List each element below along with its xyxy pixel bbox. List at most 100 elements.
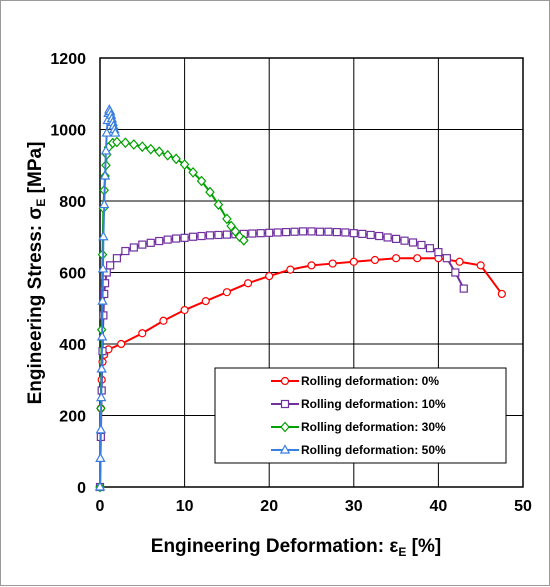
legend-marker bbox=[280, 376, 290, 386]
legend-label: Rolling deformation: 30% bbox=[301, 420, 446, 434]
legend-marker bbox=[280, 399, 290, 409]
data-point bbox=[146, 238, 155, 247]
data-point bbox=[137, 141, 148, 153]
data-point bbox=[455, 257, 464, 266]
data-point bbox=[98, 231, 109, 241]
x-axis-title-sub: E bbox=[398, 545, 406, 559]
y-tick-label: 600 bbox=[59, 266, 86, 283]
data-point bbox=[434, 248, 443, 257]
data-point bbox=[222, 230, 231, 239]
x-axis-title: Engineering Deformation: εE [%] bbox=[151, 536, 441, 559]
data-point bbox=[222, 288, 231, 297]
legend-marker bbox=[280, 421, 290, 433]
data-point bbox=[286, 265, 295, 274]
data-point bbox=[188, 232, 198, 241]
x-tick-label: 20 bbox=[260, 498, 278, 515]
legend: Rolling deformation: 0% Rolling deformati… bbox=[214, 367, 507, 464]
data-point bbox=[100, 145, 112, 155]
data-point bbox=[273, 228, 282, 237]
data-point bbox=[324, 227, 333, 236]
y-axis-title-main: Engineering Stress: σ bbox=[25, 207, 46, 405]
data-point bbox=[99, 198, 110, 209]
axis-ticks: 0 10 20 30 40 50 0 200 400 600 800 1000 1200 bbox=[50, 51, 532, 515]
data-point bbox=[129, 139, 139, 150]
x-tick-label: 30 bbox=[345, 498, 363, 515]
data-point bbox=[358, 229, 367, 238]
data-point bbox=[96, 331, 108, 341]
data-point bbox=[145, 143, 156, 155]
data-point bbox=[100, 289, 109, 299]
data-point bbox=[459, 284, 468, 293]
data-point bbox=[205, 231, 215, 240]
x-tick-label: 50 bbox=[514, 498, 532, 515]
data-point bbox=[425, 244, 435, 253]
data-point bbox=[417, 240, 426, 250]
data-point bbox=[94, 481, 106, 491]
data-point bbox=[138, 329, 147, 338]
data-point bbox=[179, 159, 190, 170]
data-point bbox=[129, 243, 138, 252]
data-point bbox=[180, 305, 189, 315]
data-point bbox=[442, 254, 451, 263]
data-point bbox=[400, 236, 409, 245]
data-point bbox=[256, 229, 265, 238]
data-point bbox=[290, 227, 299, 236]
data-point bbox=[328, 259, 337, 268]
data-point bbox=[172, 234, 181, 243]
data-point bbox=[97, 295, 108, 305]
data-point bbox=[188, 166, 198, 178]
x-tick-label: 0 bbox=[96, 498, 105, 515]
data-point bbox=[196, 175, 207, 187]
data-point bbox=[370, 255, 380, 265]
data-point bbox=[138, 240, 147, 249]
data-point bbox=[298, 227, 308, 236]
data-point bbox=[392, 234, 401, 243]
data-point bbox=[282, 228, 291, 237]
data-point bbox=[392, 254, 401, 263]
legend-item: Rolling deformation: 10% bbox=[271, 397, 446, 411]
data-point bbox=[213, 199, 224, 210]
y-tick-label: 1200 bbox=[50, 51, 86, 68]
data-point bbox=[332, 228, 341, 237]
data-point bbox=[451, 268, 460, 277]
legend-item: Rolling deformation: 50% bbox=[271, 443, 446, 457]
data-point bbox=[180, 233, 189, 242]
data-point bbox=[230, 225, 241, 237]
series-3 bbox=[94, 104, 121, 491]
data-point bbox=[307, 227, 316, 236]
data-point bbox=[375, 231, 384, 241]
data-point bbox=[226, 220, 236, 232]
data-point bbox=[201, 297, 210, 306]
data-point bbox=[110, 127, 121, 137]
data-point bbox=[408, 238, 418, 247]
data-point bbox=[366, 230, 375, 240]
data-point bbox=[497, 289, 506, 299]
data-point bbox=[155, 236, 164, 246]
x-tick-label: 10 bbox=[176, 498, 194, 515]
data-point bbox=[159, 316, 168, 325]
data-point bbox=[239, 234, 249, 246]
legend-box bbox=[214, 367, 507, 464]
y-axis-title-sub: E bbox=[34, 199, 48, 207]
data-point bbox=[121, 246, 130, 256]
data-point bbox=[162, 149, 173, 161]
data-point bbox=[120, 137, 131, 149]
legend-item: Rolling deformation: 0% bbox=[271, 374, 439, 388]
data-point bbox=[171, 153, 181, 165]
series-1 bbox=[95, 227, 468, 492]
x-tick-label: 40 bbox=[430, 498, 448, 515]
y-tick-label: 1000 bbox=[50, 123, 86, 140]
series-layer bbox=[94, 104, 506, 493]
data-point bbox=[96, 363, 107, 373]
legend-label: Rolling deformation: 10% bbox=[301, 397, 446, 411]
data-point bbox=[349, 229, 358, 238]
data-point bbox=[205, 186, 215, 198]
data-point bbox=[341, 228, 350, 237]
data-point bbox=[248, 229, 257, 238]
data-point bbox=[112, 136, 122, 148]
data-point bbox=[117, 339, 126, 349]
data-point bbox=[95, 452, 106, 462]
data-point bbox=[112, 254, 122, 263]
